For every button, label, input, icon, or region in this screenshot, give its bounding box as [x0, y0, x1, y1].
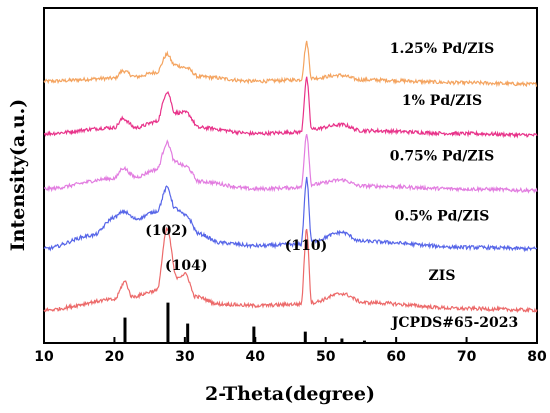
x-axis-ticks: 10 20 30 40 50 60 70 80 [34, 337, 547, 365]
x-tick-label-0: 10 [34, 349, 54, 365]
series-label-3: 0.5% Pd/ZIS [395, 208, 490, 224]
annotation-0: (102) [145, 223, 187, 239]
reference-peak-0 [123, 317, 127, 343]
x-tick-label-2: 30 [175, 349, 195, 365]
x-axis-title: 2-Theta(degree) [205, 383, 375, 405]
series-line-4 [43, 226, 538, 314]
series-line-3 [43, 176, 538, 253]
x-tick-label-5: 60 [386, 349, 406, 365]
series-line-0 [43, 40, 538, 88]
x-tick-label-3: 40 [246, 349, 266, 365]
peak-annotations: (102) (104) (110) [145, 223, 327, 274]
annotation-1: (104) [165, 258, 207, 274]
series-label-2: 0.75% Pd/ZIS [390, 149, 495, 165]
x-tick-label-4: 50 [316, 349, 336, 365]
reference-peak-4 [303, 331, 307, 343]
series-label-4: ZIS [429, 268, 456, 284]
reference-peak-6 [362, 340, 366, 343]
x-tick-label-7: 80 [527, 349, 547, 365]
reference-pattern [123, 302, 366, 343]
reference-peak-1 [166, 302, 170, 343]
y-axis-title: Intensity(a.u.) [7, 99, 29, 251]
reference-peak-5 [340, 338, 344, 343]
reference-peak-3 [252, 326, 256, 343]
reference-peak-2 [186, 323, 190, 343]
series-label-1: 1% Pd/ZIS [402, 93, 482, 109]
series-line-1 [44, 76, 538, 139]
reference-label: JCPDS#65-2023 [390, 315, 519, 331]
series-label-0: 1.25% Pd/ZIS [390, 41, 495, 57]
annotation-2: (110) [285, 238, 327, 254]
series-line-2 [43, 134, 538, 194]
x-tick-label-6: 70 [457, 349, 477, 365]
series-group [43, 40, 538, 314]
series-labels: 1.25% Pd/ZIS 1% Pd/ZIS 0.75% Pd/ZIS 0.5% Pd… [390, 41, 519, 331]
x-tick-label-1: 20 [105, 349, 125, 365]
plot-frame [43, 7, 538, 344]
